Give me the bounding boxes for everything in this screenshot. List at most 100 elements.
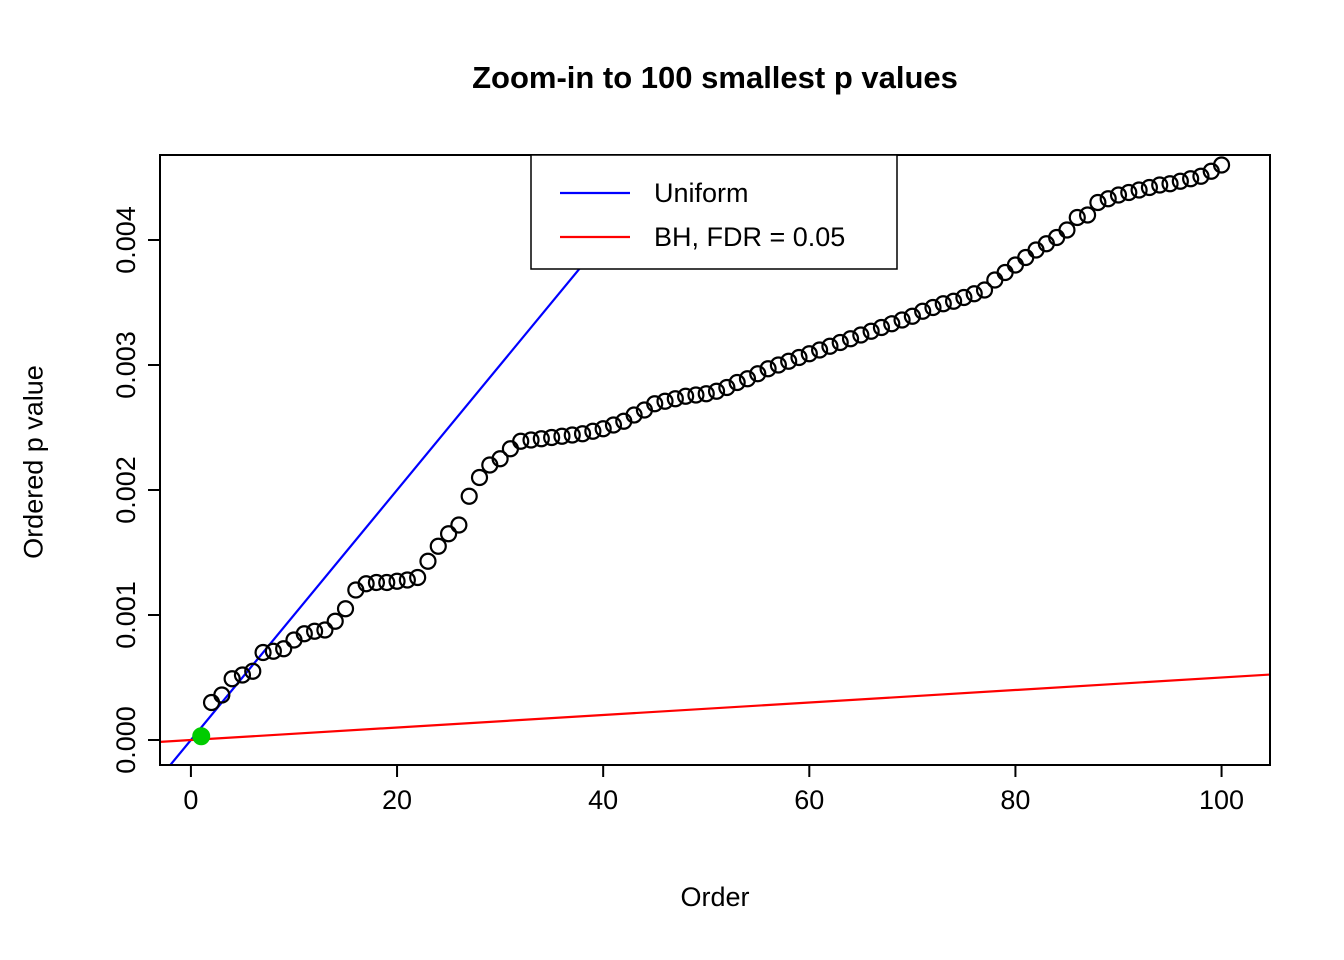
significant-point	[192, 727, 211, 746]
data-point	[759, 360, 777, 378]
y-tick-label: 0.001	[111, 581, 141, 649]
data-point	[749, 365, 767, 383]
data-point	[965, 285, 983, 303]
data-point	[316, 621, 334, 639]
data-point	[233, 666, 252, 684]
legend-entry-label: BH, FDR = 0.05	[654, 222, 845, 252]
y-tick-label: 0.004	[111, 206, 141, 274]
uniform-line	[168, 155, 675, 765]
data-point	[677, 387, 695, 405]
data-point	[543, 428, 561, 447]
data-point	[573, 425, 592, 443]
data-point	[934, 295, 952, 313]
data-point	[656, 392, 674, 410]
data-point	[831, 333, 849, 352]
data-point	[202, 693, 221, 712]
data-point	[388, 572, 406, 590]
data-point	[213, 686, 231, 704]
data-point	[1161, 175, 1179, 193]
data-point	[1140, 178, 1159, 197]
x-tick-label: 0	[183, 785, 198, 815]
data-point	[450, 516, 468, 534]
data-point	[914, 302, 932, 320]
data-point	[563, 426, 581, 444]
data-point	[1171, 172, 1189, 190]
data-point	[460, 487, 478, 505]
data-point	[996, 263, 1014, 282]
data-point	[409, 568, 427, 587]
data-point	[687, 386, 705, 404]
data-point	[883, 315, 901, 333]
data-point	[975, 281, 994, 299]
data-point	[811, 341, 829, 359]
data-point	[305, 622, 324, 640]
data-point	[924, 298, 942, 317]
data-point	[1078, 206, 1097, 224]
data-point	[1120, 183, 1138, 202]
data-point	[872, 318, 891, 337]
data-point	[1099, 190, 1117, 208]
data-point	[903, 307, 921, 325]
x-tick-label: 80	[1000, 785, 1030, 815]
y-axis-label: Ordered p value	[18, 365, 49, 559]
data-point	[1109, 186, 1128, 204]
data-point	[336, 600, 355, 618]
data-point	[666, 390, 684, 408]
data-point	[986, 271, 1004, 289]
data-point	[553, 427, 571, 445]
data-point	[1006, 256, 1025, 274]
data-point	[357, 575, 375, 593]
legend-box	[530, 154, 898, 270]
data-point	[790, 348, 808, 367]
y-tick-label: 0.002	[111, 456, 141, 524]
data-point	[584, 422, 602, 440]
data-point	[821, 337, 839, 355]
data-point	[707, 382, 726, 400]
data-point	[800, 345, 818, 363]
data-point	[1068, 208, 1086, 227]
x-tick-label: 20	[382, 785, 412, 815]
data-point	[223, 670, 241, 688]
data-point	[697, 385, 715, 403]
data-point	[367, 573, 386, 592]
data-point	[769, 356, 787, 374]
data-point	[955, 288, 973, 307]
data-point	[893, 311, 911, 329]
data-point	[1130, 181, 1148, 199]
data-point	[1182, 170, 1200, 188]
data-point	[604, 416, 623, 434]
data-point	[398, 571, 416, 589]
data-point	[501, 440, 520, 458]
data-point	[264, 642, 282, 660]
data-point	[470, 468, 489, 487]
legend-entry-label: Uniform	[654, 178, 749, 208]
y-tick-label: 0.003	[111, 331, 141, 399]
data-point	[1192, 167, 1210, 185]
x-axis-label: Order	[680, 882, 750, 912]
data-point	[254, 643, 272, 662]
data-point	[1089, 193, 1107, 212]
data-point	[1151, 176, 1169, 194]
data-point	[429, 537, 447, 555]
data-point	[1212, 156, 1231, 174]
data-point	[378, 573, 396, 592]
data-point	[532, 430, 550, 448]
data-point	[522, 431, 540, 449]
data-point	[439, 525, 458, 543]
data-point	[780, 352, 798, 370]
data-point	[625, 406, 643, 424]
data-point	[326, 612, 344, 630]
data-point	[738, 370, 757, 388]
data-point	[1017, 248, 1035, 267]
x-tick-label: 60	[794, 785, 824, 815]
data-point	[295, 625, 313, 643]
data-point	[512, 432, 530, 450]
data-point	[646, 395, 664, 413]
chart-title: Zoom-in to 100 smallest p values	[472, 60, 958, 95]
data-point	[944, 292, 963, 310]
data-point	[1058, 221, 1076, 239]
data-point	[275, 640, 293, 658]
data-point	[728, 373, 746, 392]
